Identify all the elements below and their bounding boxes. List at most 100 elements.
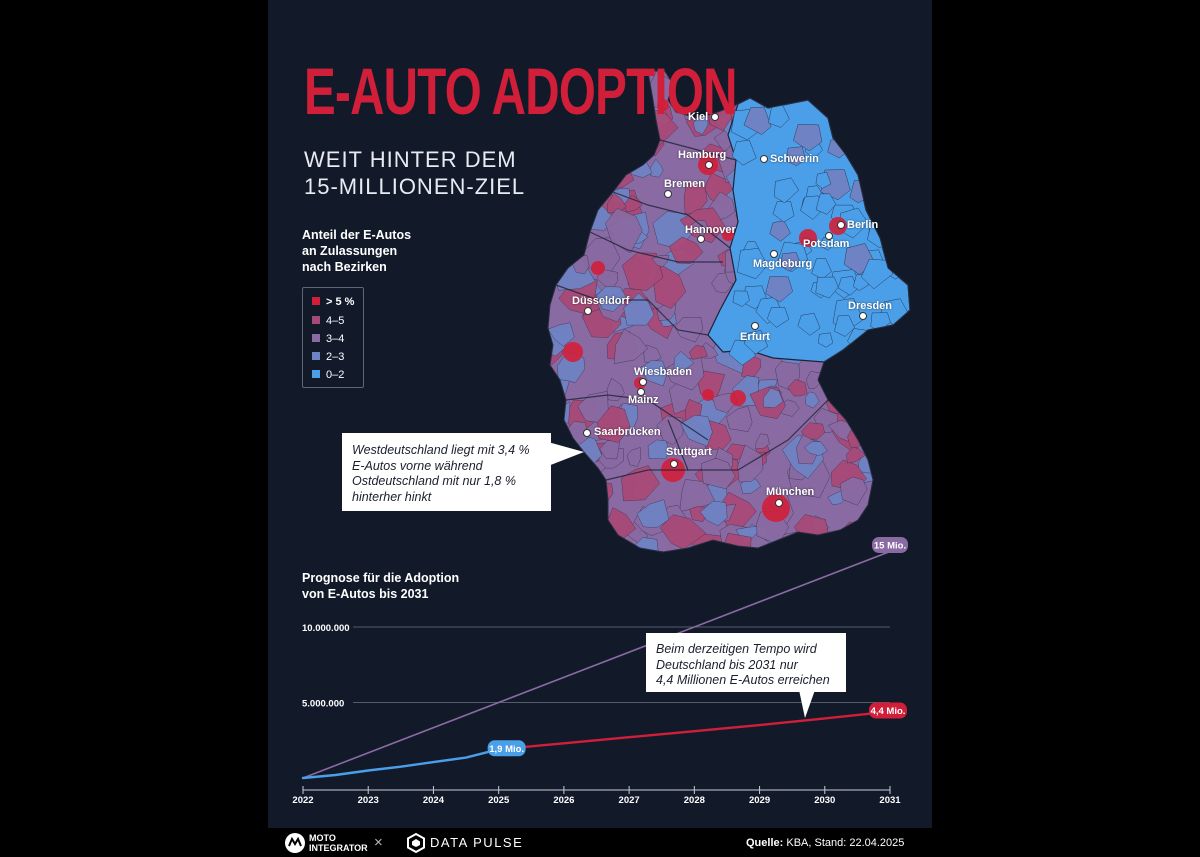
legend-label: 3–4 [326, 333, 345, 345]
footer: MOTO INTEGRATOR × DATA PULSE Quelle: KBA… [268, 828, 932, 857]
city-marker-stuttgart [670, 460, 678, 468]
legend-swatch [312, 334, 320, 343]
map-legend: > 5 % 4–5 3–4 2–3 0–2 [302, 287, 364, 388]
x-tick-label: 2023 [358, 795, 379, 806]
target-line [302, 550, 891, 779]
chart-callout-line: 4,4 Millionen E-Autos erreichen [656, 673, 830, 687]
city-label: Erfurt [740, 331, 770, 343]
city-label: Bremen [664, 178, 705, 190]
chart-title: Prognose für die Adoption von E-Autos bi… [302, 570, 502, 602]
chart-callout-line: Deutschland bis 2031 nur [656, 657, 798, 672]
x-tick-label: 2028 [684, 795, 705, 806]
target-value-pill: 15 Mio. [872, 537, 908, 553]
city-marker-kiel [711, 113, 719, 121]
x-tick-label: 2027 [619, 795, 640, 806]
x-tick-label: 2030 [814, 795, 835, 806]
legend-title-line-2: an Zulassungen [302, 244, 398, 258]
city-label: Wiesbaden [634, 366, 692, 378]
city-label: Berlin [847, 219, 879, 231]
legend-title-line-3: nach Bezirken [302, 260, 387, 274]
moto-integrator-logo-icon [285, 833, 305, 853]
city-marker-saarbrcken [583, 429, 591, 437]
main-title: E-AUTO ADOPTION [304, 54, 737, 128]
source-note: Quelle: KBA, Stand: 22.04.2025 [746, 837, 904, 849]
city-label: Dresden [848, 300, 893, 312]
high-share-district [702, 389, 714, 401]
city-label: Düsseldorf [572, 295, 630, 307]
high-share-district [730, 390, 746, 406]
map-callout-line: Westdeutschland liegt mit 3,4 % [352, 443, 530, 457]
chart-title-line-1: Prognose für die Adoption [302, 571, 460, 585]
city-label: München [766, 486, 815, 498]
city-marker-berlin [837, 221, 845, 229]
map-callout-line: Ostdeutschland mit nur 1,8 % [352, 474, 516, 488]
map-callout-line: E-Autos vorne während [352, 458, 483, 473]
forecast-line [497, 710, 892, 751]
actual-line [301, 748, 500, 780]
city-marker-wiesbaden [639, 378, 647, 386]
city-marker-mainz [637, 388, 645, 396]
city-label: Stuttgart [666, 446, 712, 458]
adoption-chart: 5.000.000 10.000.000 2022 2023 2024 2025 2026 2… [292, 537, 908, 806]
legend-swatch [312, 352, 320, 361]
city-label: Potsdam [803, 238, 850, 250]
city-marker-magdeburg [770, 250, 778, 258]
legend-item-gt5: > 5 % [312, 295, 354, 309]
city-marker-hamburg [705, 161, 713, 169]
x-tick-label: 2022 [292, 795, 313, 806]
high-share-district [657, 99, 669, 111]
high-share-district [722, 229, 734, 241]
legend-item-4-5: 4–5 [312, 314, 344, 328]
svg-text:4,4 Mio.: 4,4 Mio. [871, 706, 906, 717]
chart-callout-pointer [799, 690, 815, 718]
y-tick-label: 10.000.000 [302, 623, 350, 634]
actual-value-pill: 1,9 Mio. [487, 740, 526, 757]
high-share-district [563, 342, 583, 362]
map-callout-pointer [548, 442, 584, 466]
city-marker-erfurt [751, 322, 759, 330]
city-marker-bremen [664, 190, 672, 198]
data-pulse-logo-icon [407, 833, 425, 853]
source-text: KBA, Stand: 22.04.2025 [783, 837, 905, 849]
city-marker-dsseldorf [584, 307, 592, 315]
legend-item-3-4: 3–4 [312, 332, 344, 346]
x-tick-label: 2024 [423, 795, 445, 806]
city-label: Mainz [628, 394, 659, 406]
city-label: Magdeburg [753, 258, 813, 270]
city-marker-potsdam [825, 232, 833, 240]
infographic-poster: E-AUTO ADOPTION WEIT HINTER DEM 15-MILLI… [268, 0, 932, 828]
brand1-line-2: INTEGRATOR [309, 843, 368, 853]
legend-swatch [312, 370, 320, 379]
city-marker-mnchen [775, 499, 783, 507]
city-label: Saarbrücken [594, 426, 661, 438]
subtitle-line-1: WEIT HINTER DEM [304, 147, 517, 172]
legend-item-0-2: 0–2 [312, 368, 344, 382]
subtitle: WEIT HINTER DEM 15-MILLIONEN-ZIEL [304, 146, 525, 200]
legend-label: 4–5 [326, 315, 345, 327]
chart-callout: Beim derzeitigen Tempo wird Deutschland … [646, 633, 846, 692]
y-tick-label: 5.000.000 [302, 699, 344, 710]
x-tick-label: 2031 [879, 795, 901, 806]
map-callout-line: hinterher hinkt [352, 489, 432, 504]
map-callout: Westdeutschland liegt mit 3,4 % E-Autos … [342, 433, 551, 511]
brand-separator: × [374, 834, 383, 851]
subtitle-line-2: 15-MILLIONEN-ZIEL [304, 174, 526, 199]
map-legend-title: Anteil der E-Autos an Zulassungen nach B… [302, 227, 472, 275]
city-marker-dresden [859, 312, 867, 320]
svg-text:1,9 Mio.: 1,9 Mio. [489, 744, 524, 755]
svg-text:15 Mio.: 15 Mio. [874, 541, 906, 552]
legend-swatch [312, 316, 320, 325]
city-label: Kiel [688, 111, 709, 123]
high-share-district [762, 494, 790, 522]
city-marker-hannover [697, 235, 705, 243]
brand1-line-1: MOTO [309, 833, 336, 843]
legend-label: > 5 % [326, 296, 355, 308]
city-label: Hamburg [678, 149, 727, 161]
forecast-value-pill: 4,4 Mio. [869, 702, 907, 719]
city-marker-schwerin [760, 155, 768, 163]
germany-map [547, 69, 911, 553]
legend-label: 2–3 [326, 351, 345, 363]
legend-title-line-1: Anteil der E-Autos [302, 228, 412, 242]
x-tick-label: 2026 [553, 795, 574, 806]
city-label: Hannover [685, 224, 736, 236]
